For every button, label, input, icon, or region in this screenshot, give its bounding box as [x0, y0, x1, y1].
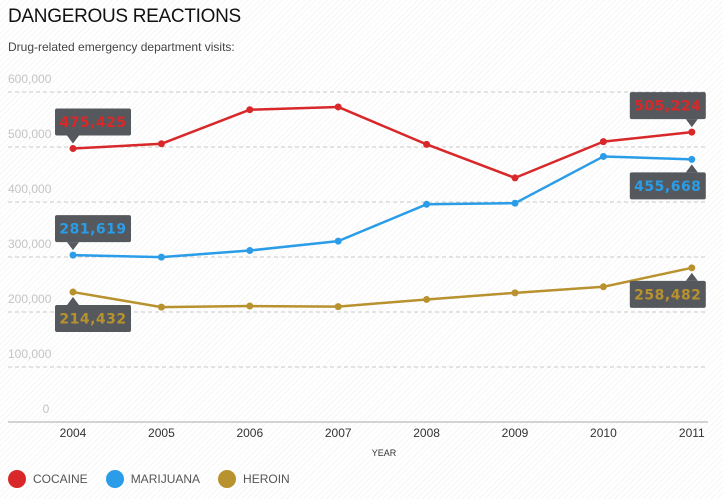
- chart-legend: COCAINE MARIJUANA HEROIN: [8, 470, 308, 488]
- callout-marijuana: 281,619: [55, 215, 131, 251]
- data-point-heroin: [688, 264, 696, 272]
- data-point-marijuana: [688, 155, 696, 163]
- callout-heroin: 258,482: [629, 272, 706, 308]
- callout-pointer: [685, 272, 698, 281]
- callout-heroin: 214,432: [55, 297, 131, 333]
- x-tick-label: 2009: [502, 426, 529, 440]
- callout-label: 281,619: [59, 222, 126, 238]
- y-tick-label: 600,000: [8, 72, 52, 86]
- callout-pointer: [685, 164, 698, 173]
- data-point-marijuana: [157, 253, 165, 261]
- chart-subtitle: Drug-related emergency department visits…: [8, 40, 235, 54]
- callout-label: 214,432: [59, 312, 126, 328]
- callout-pointer: [67, 135, 79, 144]
- x-tick-label: 2011: [679, 426, 705, 440]
- data-point-cocaine: [69, 145, 77, 153]
- data-point-cocaine: [334, 103, 342, 111]
- x-axis: 2004 2005 2006 2007 2008 2009 2010 2011: [60, 426, 705, 440]
- legend-label: COCAINE: [33, 472, 88, 486]
- callout-label: 475,425: [59, 115, 126, 131]
- series-line-marijuana: [72, 155, 692, 259]
- data-point-cocaine: [423, 140, 431, 148]
- legend-item-marijuana: MARIJUANA: [105, 470, 201, 488]
- data-point-cocaine: [246, 106, 254, 114]
- data-point-heroin: [599, 283, 607, 291]
- callout-cocaine: 475,425: [55, 108, 131, 144]
- callout-pointer: [67, 297, 79, 306]
- series-line-heroin: [72, 266, 693, 309]
- data-point-marijuana: [246, 247, 254, 254]
- data-point-cocaine: [688, 128, 696, 136]
- data-point-marijuana: [69, 251, 77, 259]
- callout-marijuana: 455,668: [629, 164, 706, 200]
- data-point-heroin: [246, 302, 254, 310]
- data-point-marijuana: [423, 200, 431, 208]
- data-point-marijuana: [511, 199, 519, 207]
- callout-label: 505,224: [634, 99, 701, 115]
- y-tick-label: 100,000: [8, 347, 52, 361]
- data-point-heroin: [511, 289, 519, 297]
- callout-label: 258,482: [634, 287, 701, 303]
- data-point-cocaine: [511, 174, 519, 182]
- chart-title: DANGEROUS REACTIONS: [8, 6, 241, 27]
- series-cocaine: [69, 103, 696, 182]
- x-tick-label: 2005: [148, 426, 175, 440]
- callout-box: [629, 280, 706, 308]
- data-point-marijuana: [334, 237, 342, 245]
- data-point-heroin: [334, 303, 342, 311]
- x-axis-label: YEAR: [372, 448, 397, 458]
- y-tick-label: 0: [43, 402, 50, 416]
- y-tick-label: 500,000: [8, 127, 52, 141]
- callout-pointer: [685, 119, 698, 128]
- data-point-heroin: [423, 295, 431, 303]
- legend-swatch: [218, 470, 237, 488]
- x-tick-label: 2008: [413, 426, 440, 440]
- callout-cocaine: 505,224: [629, 92, 706, 128]
- data-point-marijuana: [599, 152, 607, 160]
- callout-box: [629, 92, 706, 120]
- data-point-heroin: [69, 288, 77, 296]
- y-tick-label: 400,000: [8, 182, 52, 196]
- y-tick-label: 200,000: [8, 292, 52, 306]
- callout-box: [629, 172, 706, 200]
- data-point-heroin: [157, 303, 165, 311]
- series-heroin: [69, 264, 696, 311]
- legend-label: MARIJUANA: [130, 472, 201, 486]
- x-tick-label: 2010: [590, 426, 617, 440]
- callout-box: [55, 305, 131, 333]
- data-point-cocaine: [599, 138, 607, 146]
- x-tick-label: 2004: [60, 426, 87, 440]
- legend-item-cocaine: COCAINE: [8, 470, 88, 488]
- y-tick-label: 300,000: [8, 237, 52, 251]
- x-tick-label: 2007: [325, 426, 352, 440]
- callout-box: [55, 108, 131, 136]
- callout-pointer: [67, 242, 79, 251]
- legend-item-heroin: HEROIN: [218, 470, 290, 488]
- legend-swatch: [105, 470, 124, 488]
- x-tick-label: 2006: [236, 426, 263, 440]
- legend-swatch: [8, 470, 26, 488]
- legend-label: HEROIN: [243, 472, 290, 486]
- callout-label: 455,668: [634, 179, 701, 195]
- data-point-cocaine: [157, 140, 165, 148]
- callout-box: [55, 215, 131, 243]
- series-line-cocaine: [72, 105, 692, 180]
- series-marijuana: [69, 152, 696, 261]
